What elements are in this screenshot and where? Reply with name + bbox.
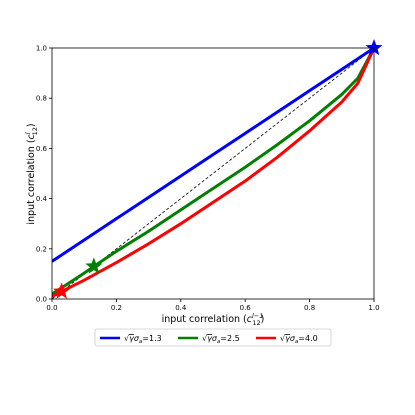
legend-sqrt-blue: √: [124, 334, 130, 343]
series-line-blue: [52, 48, 374, 263]
legend-label-blue: √γσa=1.3: [124, 334, 162, 345]
fixed-point-star-red: [53, 282, 71, 299]
series-line-red: [52, 48, 374, 298]
legend-label-green: √γσa=2.5: [202, 334, 240, 345]
legend-value-red: =4.0: [298, 334, 317, 343]
legend: √γσa=1.3 √γσa=2.5 √γσa=4.0: [94, 328, 332, 347]
x-tick-label: 0.6: [240, 304, 252, 312]
y-axis-label-var: c: [26, 133, 37, 139]
plot-frame: [51, 47, 375, 300]
legend-sigma-blue: σ: [134, 334, 140, 343]
legend-sub-green: a: [217, 339, 221, 345]
y-axis-label-close: ): [26, 123, 37, 127]
x-tick-label: 0.8: [304, 304, 315, 312]
x-axis-label-main: input correlation (: [162, 314, 247, 325]
y-tick-label: 0.8: [36, 95, 47, 103]
legend-gamma-green: γ: [207, 334, 213, 343]
legend-sqrt-red: √: [280, 334, 286, 343]
legend-label-red: √γσa=4.0: [280, 334, 318, 345]
legend-gamma-blue: γ: [129, 334, 135, 343]
legend-sigma-red: σ: [290, 334, 296, 343]
x-tick-label: 0.0: [46, 304, 57, 312]
x-tick-label: 1.0: [368, 304, 379, 312]
y-tick-label: 0.4: [36, 195, 48, 203]
legend-sub-red: a: [295, 339, 299, 345]
axis-ticks: 0.0 0.2 0.4 0.6 0.8 1.0 0.0 0.2 0.4 0.6 0.8 1.0: [36, 45, 380, 313]
legend-sigma-green: σ: [212, 334, 218, 343]
x-tick-label: 0.2: [111, 304, 122, 312]
fixed-point-markers: [53, 39, 383, 299]
x-axis-label-close: ): [261, 314, 265, 325]
x-axis-label-var: c: [247, 314, 253, 325]
legend-sqrt-green: √: [202, 334, 208, 343]
identity-dashed-line: [51, 47, 375, 300]
legend-value-blue: =1.3: [142, 334, 161, 343]
x-tick-label: 0.4: [175, 304, 187, 312]
y-axis-label-sub: 12: [31, 127, 39, 135]
y-tick-label: 1.0: [36, 45, 47, 53]
fixed-point-star-green: [85, 257, 103, 274]
legend-value-green: =2.5: [220, 334, 239, 343]
y-tick-label: 0.6: [36, 145, 48, 153]
fixed-point-star-blue: [365, 39, 383, 56]
legend-gamma-red: γ: [285, 334, 291, 343]
y-axis-label-main: input correlation (: [26, 139, 37, 224]
x-axis-label-sup: l−1: [252, 312, 263, 320]
y-tick-label: 0.2: [36, 245, 47, 253]
x-axis-label-sub: 12: [252, 319, 260, 327]
y-tick-label: 0.0: [36, 296, 47, 304]
x-axis-label: input correlation (cl−1 12): [162, 312, 265, 327]
y-axis-label: input correlation (cl12): [24, 123, 39, 224]
legend-sub-blue: a: [139, 339, 143, 345]
legend-box: [94, 328, 332, 347]
series-line-green: [52, 48, 374, 296]
y-axis-label-sup: l: [24, 132, 32, 134]
